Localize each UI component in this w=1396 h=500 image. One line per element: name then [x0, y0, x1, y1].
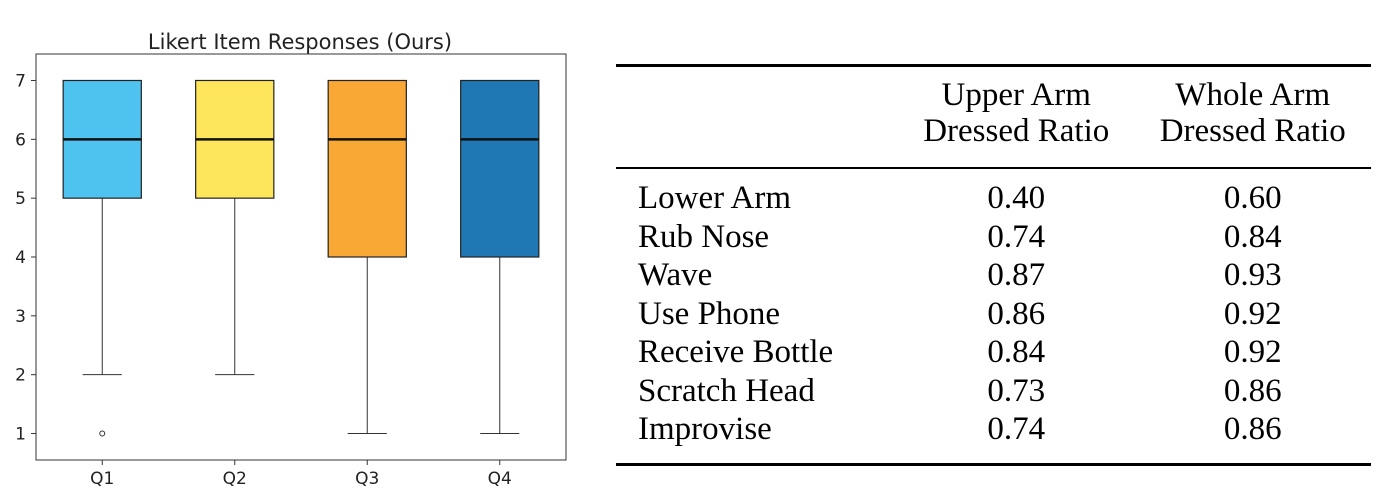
y-tick-label: 5 [15, 189, 26, 209]
cell-upper-arm: 0.84 [987, 334, 1046, 370]
cell-upper-arm: 0.40 [987, 180, 1046, 216]
table-row: Improvise 0.74 0.86 [616, 410, 1371, 464]
cell-task: Scratch Head [638, 372, 815, 409]
boxes [62, 79, 540, 437]
y-axis: 1 2 3 4 5 6 7 [15, 71, 36, 445]
cell-task: Rub Nose [638, 218, 770, 255]
cell-whole-arm: 0.86 [1223, 372, 1282, 409]
cell-whole-arm: 0.92 [1223, 295, 1282, 332]
table-row: Wave 0.87 0.93 [616, 256, 1371, 295]
cell-task: Lower Arm [638, 180, 792, 216]
cell-whole-arm: 0.92 [1223, 334, 1282, 370]
cell-whole-arm: 0.84 [1223, 218, 1282, 255]
box-q2 [195, 79, 275, 376]
header-whole-arm: Whole Arm Dressed Ratio [1135, 66, 1372, 169]
header-upper-arm-line-2: Dressed Ratio [923, 113, 1110, 149]
cell-upper-arm: 0.87 [987, 257, 1046, 293]
cell-task: Use Phone [638, 295, 781, 332]
cell-task: Improvise [638, 411, 772, 447]
iqr-box [327, 79, 407, 258]
x-tick-label: Q2 [223, 469, 247, 489]
cell-upper-arm: 0.74 [987, 218, 1046, 255]
table-row: Lower Arm 0.40 0.60 [616, 168, 1371, 218]
outlier-point [99, 430, 106, 437]
iqr-box [460, 79, 540, 258]
header-upper-arm-line-1: Upper Arm [941, 77, 1091, 113]
header-whole-arm-line-1: Whole Arm [1175, 77, 1331, 113]
box-q3 [327, 79, 407, 435]
table-header-row: Upper Arm Dressed Ratio Whole Arm Dresse… [616, 65, 1372, 169]
header-whole-arm-line-2: Dressed Ratio [1159, 113, 1346, 149]
table-row: Rub Nose 0.74 0.84 [616, 218, 1371, 257]
x-axis: Q1 Q2 Q3 Q4 [90, 460, 512, 489]
cell-upper-arm: 0.86 [987, 295, 1046, 332]
box-q1 [62, 79, 142, 437]
cell-whole-arm: 0.86 [1223, 411, 1282, 447]
table-row: Use Phone 0.86 0.92 [616, 295, 1371, 334]
dressed-ratio-table: Upper Arm Dressed Ratio Whole Arm Dresse… [616, 64, 1371, 466]
chart-title: Likert Item Responses (Ours) [148, 30, 452, 54]
cell-upper-arm: 0.73 [987, 372, 1046, 409]
y-tick-label: 2 [15, 366, 26, 386]
table-row: Scratch Head 0.73 0.86 [616, 372, 1371, 411]
box-q4 [460, 79, 540, 435]
header-upper-arm: Upper Arm Dressed Ratio [898, 66, 1135, 169]
cell-whole-arm: 0.60 [1223, 180, 1282, 216]
cell-task: Wave [638, 257, 713, 293]
y-tick-label: 7 [15, 71, 26, 91]
cell-task: Receive Bottle [638, 334, 834, 370]
x-tick-label: Q1 [90, 469, 114, 489]
y-tick-label: 3 [15, 307, 26, 327]
table-row: Receive Bottle 0.84 0.92 [616, 333, 1371, 372]
x-tick-label: Q3 [355, 469, 379, 489]
cell-whole-arm: 0.93 [1223, 257, 1282, 293]
x-tick-label: Q4 [488, 469, 512, 489]
y-tick-label: 1 [15, 425, 26, 445]
cell-upper-arm: 0.74 [987, 411, 1046, 447]
results-table-container: Upper Arm Dressed Ratio Whole Arm Dresse… [616, 64, 1371, 466]
header-task [616, 66, 898, 169]
y-tick-label: 4 [15, 248, 26, 268]
y-tick-label: 6 [15, 130, 26, 150]
